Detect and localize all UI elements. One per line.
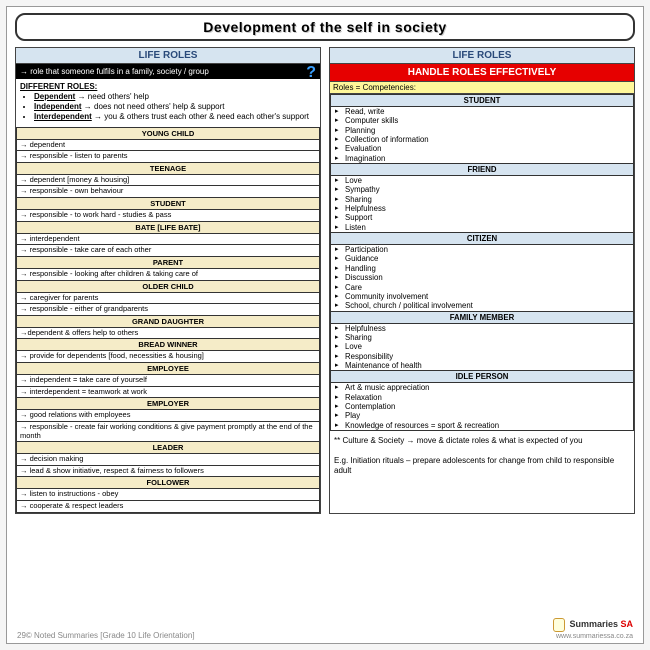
note-culture: ** Culture & Society → move & dictate ro… (334, 436, 630, 446)
role-heading: PARENT (17, 256, 320, 268)
different-roles: DIFFERENT ROLES: Dependent → need others… (16, 79, 320, 127)
role-heading: STUDENT (17, 198, 320, 210)
question-icon: ? (306, 64, 316, 82)
role-line: → good relations with employees (17, 410, 320, 422)
role-heading: OLDER CHILD (17, 280, 320, 292)
role-heading: TEENAGE (17, 162, 320, 174)
intro-text: → role that someone fulfils in a family,… (20, 67, 209, 76)
comp-line: Computer skills (331, 116, 634, 125)
comp-line: Love (331, 342, 634, 351)
role-line: → cooperate & respect leaders (17, 501, 320, 513)
intro-box: → role that someone fulfils in a family,… (16, 64, 320, 79)
comp-line: Guidance (331, 254, 634, 263)
comp-line: Collection of information (331, 135, 634, 144)
comp-line: Handling (331, 264, 634, 273)
comp-line: Love (331, 176, 634, 186)
comp-heading: CITIZEN (331, 233, 634, 245)
comp-line: Planning (331, 126, 634, 135)
role-heading: EMPLOYEE (17, 363, 320, 375)
brand: Summaries SA www.summariessa.co.za (553, 618, 633, 640)
mascot-icon (553, 618, 565, 632)
role-line: → responsible - create fair working cond… (17, 421, 320, 441)
comp-line: Knowledge of resources = sport & recreat… (331, 421, 634, 431)
role-independent: Independent → does not need others' help… (34, 102, 316, 111)
notes: ** Culture & Society → move & dictate ro… (330, 431, 634, 478)
left-header: LIFE ROLES (16, 48, 320, 64)
role-line: → responsible - to work hard - studies &… (17, 210, 320, 222)
role-line: → interdependent (17, 233, 320, 245)
yellow-strip: Roles = Competencies: (330, 82, 634, 94)
comp-line: Contemplation (331, 402, 634, 411)
role-line: → responsible - looking after children &… (17, 268, 320, 280)
role-dependent: Dependent → need others' help (34, 92, 316, 101)
comp-line: Discussion (331, 273, 634, 282)
page-title: Development of the self in society (15, 13, 635, 41)
role-line: → dependent (17, 139, 320, 151)
comp-line: Participation (331, 245, 634, 255)
page: Development of the self in society LIFE … (6, 6, 644, 644)
roles-table: YOUNG CHILD→ dependent→ responsible - li… (16, 127, 320, 513)
comp-heading: STUDENT (331, 95, 634, 107)
role-heading: BATE [LIFE BATE] (17, 221, 320, 233)
right-column: LIFE ROLES HANDLE ROLES EFFECTIVELY Role… (329, 47, 635, 514)
role-heading: BREAD WINNER (17, 339, 320, 351)
comp-line: Support (331, 213, 634, 222)
role-heading: FOLLOWER (17, 477, 320, 489)
note-initiation: E.g. Initiation rituals – prepare adoles… (334, 456, 630, 476)
role-line: → lead & show initiative, respect & fair… (17, 465, 320, 477)
comp-line: Play (331, 411, 634, 420)
diff-roles-heading: DIFFERENT ROLES: (20, 82, 316, 91)
comp-line: Responsibility (331, 352, 634, 361)
role-line: → responsible - either of grandparents (17, 304, 320, 316)
comp-line: Evaluation (331, 144, 634, 153)
comp-line: Helpfulness (331, 204, 634, 213)
comp-line: Care (331, 283, 634, 292)
footer-left: 29© Noted Summaries [Grade 10 Life Orien… (17, 631, 195, 640)
left-column: LIFE ROLES → role that someone fulfils i… (15, 47, 321, 514)
role-line: → caregiver for parents (17, 292, 320, 304)
comp-line: School, church / political involvement (331, 301, 634, 311)
columns: LIFE ROLES → role that someone fulfils i… (15, 47, 635, 514)
comp-line: Sympathy (331, 185, 634, 194)
red-banner: HANDLE ROLES EFFECTIVELY (330, 64, 634, 82)
comp-line: Relaxation (331, 393, 634, 402)
brand-url: www.summariessa.co.za (556, 633, 633, 640)
role-heading: EMPLOYER (17, 398, 320, 410)
role-heading: LEADER (17, 442, 320, 454)
role-line: →dependent & offers help to others (17, 327, 320, 339)
role-line: → provide for dependents [food, necessit… (17, 351, 320, 363)
role-heading: YOUNG CHILD (17, 127, 320, 139)
comp-line: Sharing (331, 195, 634, 204)
role-line: → responsible - own behaviour (17, 186, 320, 198)
role-line: → dependent [money & housing] (17, 174, 320, 186)
right-header: LIFE ROLES (330, 48, 634, 64)
comp-line: Sharing (331, 333, 634, 342)
comp-line: Read, write (331, 107, 634, 117)
role-interdependent: Interdependent → you & others trust each… (34, 112, 316, 121)
footer: 29© Noted Summaries [Grade 10 Life Orien… (17, 618, 633, 640)
role-line: → responsible - listen to parents (17, 151, 320, 163)
role-line: → responsible - take care of each other (17, 245, 320, 257)
comp-line: Art & music appreciation (331, 383, 634, 393)
competencies-table: STUDENTRead, writeComputer skillsPlannin… (330, 94, 634, 431)
comp-line: Maintenance of health (331, 361, 634, 371)
role-line: → interdependent = teamwork at work (17, 386, 320, 398)
comp-line: Helpfulness (331, 323, 634, 333)
comp-heading: FAMILY MEMBER (331, 311, 634, 323)
comp-line: Imagination (331, 154, 634, 164)
comp-heading: FRIEND (331, 164, 634, 176)
role-line: → independent = take care of yourself (17, 375, 320, 387)
role-line: → listen to instructions - obey (17, 489, 320, 501)
comp-line: Community involvement (331, 292, 634, 301)
role-heading: GRAND DAUGHTER (17, 315, 320, 327)
comp-heading: IDLE PERSON (331, 371, 634, 383)
role-line: → decision making (17, 454, 320, 466)
comp-line: Listen (331, 223, 634, 233)
